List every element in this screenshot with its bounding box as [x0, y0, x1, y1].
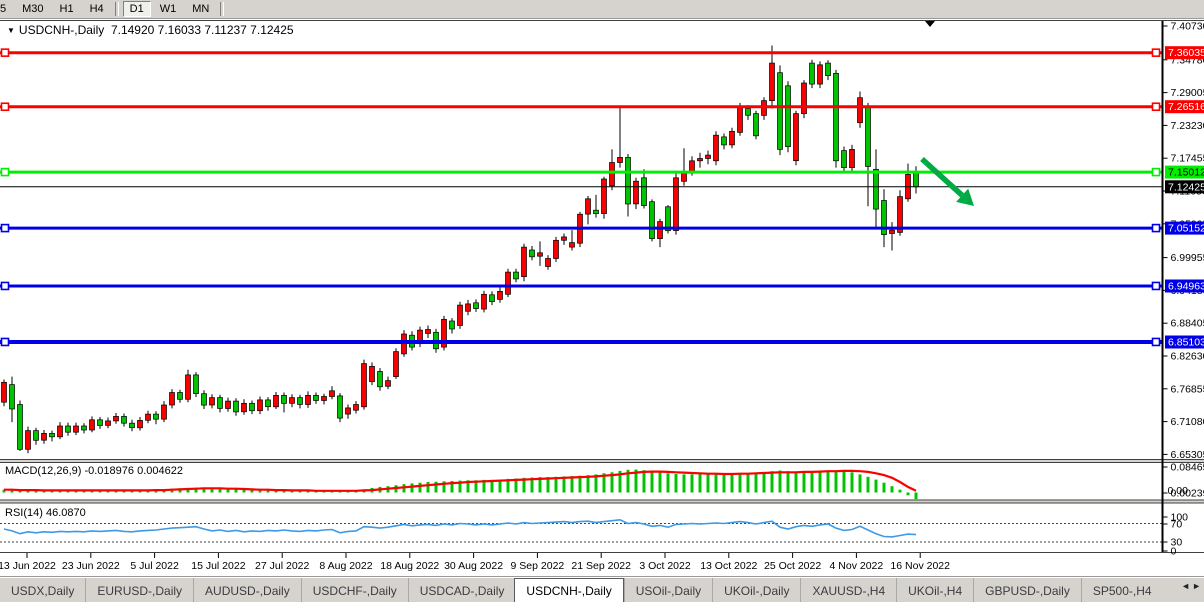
date-axis: 13 Jun 2022 23 Jun 2022 5 Jul 2022 15 Jul 2… — [0, 553, 950, 572]
svg-text:7.40730: 7.40730 — [1171, 21, 1204, 33]
svg-text:13 Jun 2022: 13 Jun 2022 — [0, 560, 56, 572]
macd-panel — [2, 469, 918, 500]
svg-text:100: 100 — [1171, 512, 1189, 524]
timeframe-button-h4[interactable]: H4 — [89, 3, 104, 15]
svg-text:27 Jul 2022: 27 Jul 2022 — [255, 560, 309, 572]
svg-text:18 Aug 2022: 18 Aug 2022 — [380, 560, 439, 572]
svg-text:7.26516: 7.26516 — [1168, 101, 1204, 113]
svg-text:0.002391: 0.002391 — [1171, 488, 1204, 500]
rsi-panel — [0, 518, 1163, 543]
svg-text:6.99955: 6.99955 — [1171, 252, 1204, 264]
tab-scroll-left-icon[interactable]: ◄ — [1181, 581, 1193, 591]
chart-tab-eurusd-daily[interactable]: EURUSD-,Daily — [85, 578, 193, 602]
price-line-labels: 7.36035 7.26516 7.15012 7.05152 6.94963 6.851… — [1165, 46, 1204, 349]
svg-text:7.29005: 7.29005 — [1171, 87, 1204, 99]
toolbar-separator — [220, 2, 225, 16]
chart-tab-usdx-daily[interactable]: USDX,Daily — [11, 583, 75, 598]
timeframe-button-m30[interactable]: M30 — [22, 3, 44, 15]
timeframe-button-mn[interactable]: MN — [192, 3, 210, 15]
svg-text:7.23230: 7.23230 — [1171, 120, 1204, 132]
timeframe-toolbar: 5 M30 H1 H4 D1 W1 MN — [0, 0, 1204, 19]
toolbar-separator — [114, 2, 119, 16]
svg-text:4 Nov 2022: 4 Nov 2022 — [830, 560, 884, 572]
chart-symbol: USDCNH-,Daily — [18, 23, 105, 37]
svg-text:25 Oct 2022: 25 Oct 2022 — [764, 560, 821, 572]
chart-tab-gbpusd-daily[interactable]: GBPUSD-,Daily — [973, 578, 1081, 602]
svg-text:7.15012: 7.15012 — [1168, 167, 1204, 179]
svg-text:30 Aug 2022: 30 Aug 2022 — [444, 560, 503, 572]
svg-text:21 Sep 2022: 21 Sep 2022 — [571, 560, 631, 572]
svg-text:15 Jul 2022: 15 Jul 2022 — [191, 560, 245, 572]
svg-text:6.65305: 6.65305 — [1171, 449, 1204, 461]
svg-text:6.76855: 6.76855 — [1171, 383, 1204, 395]
svg-text:3 Oct 2022: 3 Oct 2022 — [639, 560, 691, 572]
chart-tab-xauusd-h4[interactable]: XAUUSD-,H4 — [800, 578, 896, 602]
svg-text:0.084658: 0.084658 — [1171, 462, 1204, 474]
timeframe-button-w1[interactable]: W1 — [159, 3, 177, 15]
chart-tab-usoil-daily[interactable]: USOil-,Daily — [623, 578, 712, 602]
chart-tab-usdchf-daily[interactable]: USDCHF-,Daily — [300, 578, 408, 602]
svg-text:6.85103: 6.85103 — [1168, 337, 1204, 349]
chart-tab-audusd-daily[interactable]: AUDUSD-,Daily — [193, 578, 301, 602]
horizontal-lines[interactable] — [0, 48, 1163, 347]
timeframe-button-5[interactable]: 5 — [0, 3, 7, 15]
chart-tab-usdcad-daily[interactable]: USDCAD-,Daily — [407, 578, 516, 602]
svg-text:0: 0 — [1171, 546, 1177, 558]
svg-text:8 Aug 2022: 8 Aug 2022 — [319, 560, 372, 572]
timeframe-button-h1[interactable]: H1 — [59, 3, 74, 15]
chart-title: ▼ USDCNH-,Daily 7.14920 7.16033 7.11237 7… — [7, 23, 294, 37]
svg-text:9 Sep 2022: 9 Sep 2022 — [511, 560, 565, 572]
svg-text:6.82630: 6.82630 — [1171, 351, 1204, 363]
svg-text:6.88405: 6.88405 — [1171, 318, 1204, 330]
tab-scroll-right-icon[interactable]: ► — [1192, 581, 1203, 591]
chart-ohlc: 7.14920 7.16033 7.11237 7.12425 — [110, 23, 294, 37]
symbol-dropdown-icon[interactable]: ▼ — [7, 26, 15, 35]
chart-tab-usdcnh-daily[interactable]: USDCNH-,Daily — [514, 578, 624, 602]
svg-text:6.71080: 6.71080 — [1171, 416, 1204, 428]
svg-text:70: 70 — [1171, 519, 1183, 531]
svg-text:30: 30 — [1171, 537, 1183, 549]
svg-text:16 Nov 2022: 16 Nov 2022 — [890, 560, 950, 572]
chart-tab-bar: USDX,Daily EURUSD-,Daily AUDUSD-,Daily USDC… — [0, 577, 1204, 602]
chart-tab-sp500-h4[interactable]: SP500-,H4 — [1080, 578, 1163, 602]
svg-text:23 Jun 2022: 23 Jun 2022 — [62, 560, 120, 572]
svg-text:5 Jul 2022: 5 Jul 2022 — [130, 560, 179, 572]
tab-scrollers: ◄► — [1181, 581, 1203, 591]
rsi-indicator-label: RSI(14) 46.0870 — [5, 507, 86, 519]
svg-text:0.00: 0.00 — [1168, 485, 1189, 497]
chart-shift-marker-icon — [925, 21, 935, 27]
svg-text:6.94963: 6.94963 — [1168, 281, 1204, 293]
chart-tab-ukoil-daily[interactable]: UKOil-,Daily — [712, 578, 800, 602]
timeframe-button-d1[interactable]: D1 — [122, 1, 151, 17]
svg-text:7.05152: 7.05152 — [1168, 223, 1204, 235]
svg-text:7.17455: 7.17455 — [1171, 153, 1204, 165]
svg-text:13 Oct 2022: 13 Oct 2022 — [700, 560, 757, 572]
svg-text:7.36035: 7.36035 — [1168, 47, 1204, 59]
down-arrow-annotation[interactable] — [920, 156, 974, 206]
chart-tab-ukoil-h4[interactable]: UKOil-,H4 — [896, 578, 973, 602]
macd-axis: 0.084658 0.000.002391 — [1162, 462, 1204, 500]
svg-text:7.12425: 7.12425 — [1168, 181, 1204, 193]
macd-indicator-label: MACD(12,26,9) -0.018976 0.004622 — [5, 465, 183, 477]
